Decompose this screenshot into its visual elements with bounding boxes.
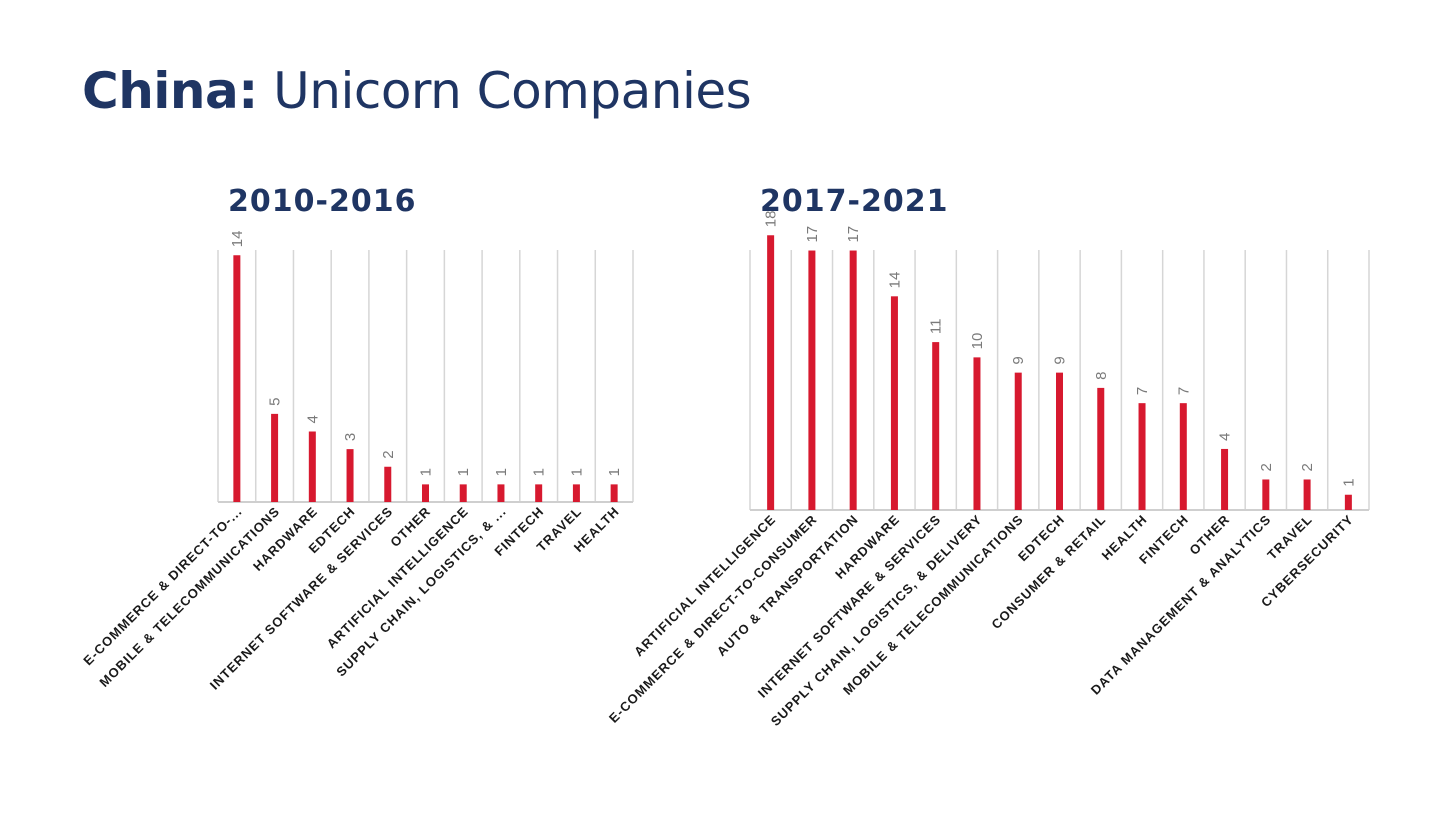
- data-label-artificial-intelligence: 18: [763, 211, 780, 228]
- data-label-hardware: 14: [886, 272, 903, 289]
- bar-health: [1138, 403, 1146, 510]
- data-label-other: 1: [418, 468, 435, 476]
- data-label-artificial-intelligence: 1: [455, 468, 472, 476]
- bar-fintech: [1179, 403, 1187, 510]
- bar-health: [610, 484, 618, 502]
- bar-mobile-telecommunications: [271, 413, 279, 502]
- bar-other: [422, 484, 429, 502]
- data-label-auto-transportation: 17: [845, 226, 862, 243]
- bar-edtech: [1056, 372, 1063, 510]
- data-label-mobile-telecommunications: 5: [267, 398, 284, 406]
- category-label-e-commerce-direct-to-consumer: E-COMMERCE & DIRECT-TO-CONSUMER: [606, 512, 820, 726]
- bar-other: [1221, 448, 1229, 510]
- bar-artificial-intelligence: [459, 484, 467, 502]
- data-label-travel: 1: [568, 468, 585, 476]
- page-title: China: Unicorn Companies: [82, 62, 752, 120]
- bar-travel: [1303, 479, 1311, 510]
- data-label-e-commerce-direct-to: 14: [229, 231, 246, 248]
- bar-data-management-analytics: [1262, 479, 1270, 510]
- data-label-mobile-telecommunications: 9: [1010, 356, 1027, 364]
- data-label-fintech: 7: [1175, 387, 1192, 395]
- bar-hardware: [308, 431, 316, 502]
- page-title-country: China:: [82, 62, 258, 120]
- data-label-internet-software-services: 2: [380, 450, 397, 458]
- chart-title-2017-2021: 2017-2021: [760, 184, 949, 219]
- category-label-mobile-telecommunications: MOBILE & TELECOMMUNICATIONS: [96, 504, 282, 690]
- data-label-internet-software-services: 11: [928, 319, 945, 335]
- bar-edtech: [346, 449, 354, 502]
- bar-e-commerce-direct-to: [233, 255, 241, 502]
- data-label-edtech: 3: [342, 433, 359, 441]
- data-label-cybersecurity: 1: [1340, 478, 1357, 486]
- bar-hardware: [890, 296, 898, 510]
- bar-supply-chain-logistics-delivery: [973, 357, 981, 510]
- bar-consumer-retail: [1097, 387, 1105, 510]
- data-label-hardware: 4: [304, 415, 321, 423]
- data-label-travel: 2: [1299, 463, 1316, 471]
- bar-travel: [572, 484, 580, 502]
- bar-artificial-intelligence: [767, 235, 775, 510]
- category-label-e-commerce-direct-to: E-COMMERCE & DIRECT-TO-...: [80, 504, 245, 669]
- data-label-supply-chain-logistics: 1: [493, 468, 510, 476]
- data-label-data-management-analytics: 2: [1258, 463, 1275, 471]
- chart-title-2010-2016: 2010-2016: [228, 184, 417, 219]
- bar-e-commerce-direct-to-consumer: [808, 250, 816, 511]
- page-title-topic: Unicorn Companies: [257, 62, 752, 120]
- bar-fintech: [535, 484, 543, 502]
- data-label-fintech: 1: [531, 468, 548, 476]
- data-label-other: 4: [1217, 433, 1234, 441]
- data-label-consumer-retail: 8: [1093, 372, 1110, 380]
- bar-supply-chain-logistics: [497, 484, 505, 502]
- bar-cybersecurity: [1344, 494, 1352, 510]
- data-label-supply-chain-logistics-delivery: 10: [969, 333, 986, 350]
- data-label-e-commerce-direct-to-consumer: 17: [804, 226, 821, 243]
- data-label-edtech: 9: [1052, 356, 1069, 364]
- data-label-health: 7: [1134, 387, 1151, 395]
- bar-internet-software-services: [384, 466, 392, 502]
- bar-auto-transportation: [849, 250, 857, 511]
- bar-mobile-telecommunications: [1014, 372, 1022, 510]
- bar-internet-software-services: [932, 342, 940, 510]
- data-label-health: 1: [606, 468, 623, 476]
